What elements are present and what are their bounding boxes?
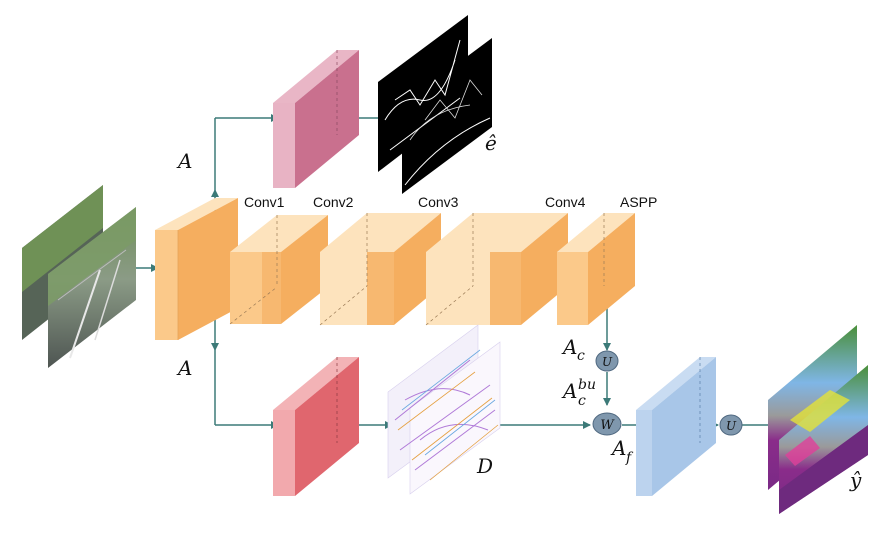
symbol-ac: A c — [561, 335, 585, 364]
weighting-symbol: W — [600, 418, 615, 433]
upsample-symbol-2: U — [726, 419, 737, 433]
symbol-a-bottom: A — [176, 356, 192, 380]
symbol-edge-prediction: ê — [485, 131, 497, 155]
weighting-node: W — [592, 412, 622, 436]
upsample-node-2: U — [719, 414, 743, 436]
block-stem — [155, 198, 238, 340]
label-aspp: ASPP — [620, 194, 657, 210]
label-conv3: Conv3 — [418, 194, 459, 210]
block-edge-branch — [273, 50, 359, 188]
direction-map-images — [387, 324, 501, 495]
output-segmentation-stack — [768, 325, 868, 514]
symbol-acbu: A bu c — [561, 377, 596, 409]
svg-text:A: A — [561, 379, 577, 403]
label-conv4: Conv4 — [545, 194, 586, 210]
upsample-node-1: U — [595, 350, 619, 372]
input-image-stack — [22, 185, 136, 368]
symbol-a-top: A — [176, 149, 192, 173]
block-conv1 — [230, 215, 328, 324]
svg-text:c: c — [577, 348, 585, 364]
block-aspp — [557, 213, 635, 325]
block-direction-branch — [273, 357, 359, 496]
block-fusion — [636, 357, 716, 496]
hidden-edges — [229, 213, 605, 326]
edge-map-images — [378, 15, 492, 194]
symbol-d: D — [476, 454, 493, 478]
svg-text:bu: bu — [578, 377, 596, 393]
svg-text:f: f — [625, 450, 634, 466]
svg-text:A: A — [561, 335, 577, 359]
symbol-y-hat: ŷ — [849, 468, 862, 492]
svg-text:A: A — [610, 436, 626, 460]
symbol-af: A f — [610, 436, 634, 466]
svg-text:c: c — [578, 393, 586, 409]
label-conv1: Conv1 — [244, 194, 285, 210]
upsample-symbol-1: U — [602, 355, 613, 369]
label-conv2: Conv2 — [313, 194, 354, 210]
block-conv3 — [426, 213, 568, 325]
block-conv2 — [320, 213, 441, 325]
